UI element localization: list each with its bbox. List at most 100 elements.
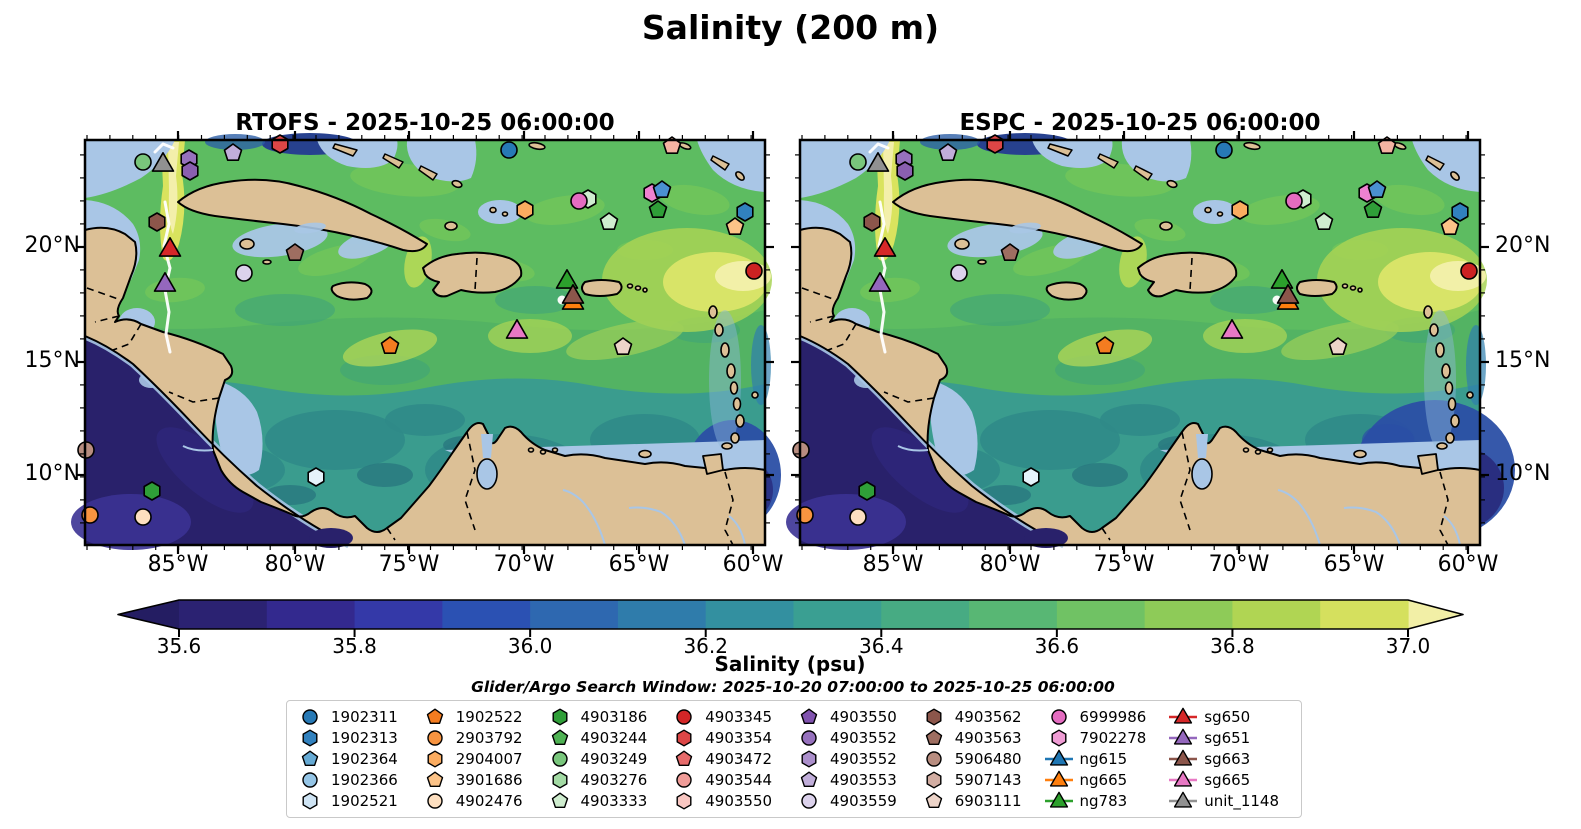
pentagon-marker-icon [426,771,443,787]
legend-label: 1902311 [331,708,398,727]
legend-label: 4903354 [705,729,773,748]
pentagon-marker-icon [676,750,693,766]
legend-item-4903276: 4903276 [545,769,670,790]
legend-label: sg651 [1204,729,1251,748]
legend-item-1902364: 1902364 [295,749,420,770]
legend-label: 4903559 [830,791,897,810]
legend-label: 1902313 [331,729,398,748]
legend-label: 1902366 [331,770,398,789]
colorbar-tick-label: 35.6 [156,634,202,658]
legend-label: 6903111 [954,791,1022,810]
legend-column: 6999986 7902278 ng615 ng665 ng783 [1044,707,1169,811]
hexagon-marker-icon [1050,729,1066,747]
legend-label: 5907143 [954,770,1022,789]
x-tick-label: 80°W [979,552,1041,577]
colorbar-label: Salinity (psu) [714,652,866,676]
legend-label: 4903186 [580,708,648,727]
glider-triangle-icon [1044,791,1073,808]
legend-item-4903550: 4903550 [669,790,794,811]
x-tick-label: 65°W [1323,552,1385,577]
pentagon-marker-icon [800,771,818,787]
legend-item-unit_1148: unit_1148 [1168,790,1293,811]
legend-label: sg665 [1204,770,1251,789]
legend-item-sg651: sg651 [1168,728,1293,749]
legend-label: 1902364 [331,749,398,768]
circle-marker-icon [427,730,443,746]
legend-item-4903563: 4903563 [919,728,1044,749]
legend-item-sg665: sg665 [1168,769,1293,790]
legend-label: 4903544 [705,770,773,789]
legend-label: 4903553 [830,770,897,789]
legend-column: 4903550 4903552 4903552 4903553 4903559 [794,707,919,811]
legend-label: 4903472 [705,749,773,768]
hexagon-marker-icon [676,729,692,747]
hexagon-marker-icon [801,750,817,768]
legend-column: sg650 sg651 sg663 sg665 unit_1148 [1168,707,1293,811]
circle-marker-icon [427,792,443,809]
colorbar-tick-label: 37.0 [1385,634,1431,658]
legend-item-4903562: 4903562 [919,707,1044,728]
legend-label: 6999986 [1079,708,1147,727]
glider-triangle-icon [1169,770,1198,787]
x-tick-label: 75°W [1093,552,1155,577]
legend-item-ng783: ng783 [1044,790,1169,811]
legend-label: ng615 [1079,749,1128,768]
glider-triangle-icon [1044,749,1073,766]
pentagon-marker-icon [925,792,942,808]
legend-column: 4903186 4903244 4903249 4903276 4903333 [545,707,670,811]
axis-ticks [76,131,774,554]
legend-item-ng665: ng665 [1044,769,1169,790]
legend-label: 2903792 [455,729,523,748]
legend-item-2903792: 2903792 [420,728,545,749]
y-tick-label: 20°N [24,233,80,258]
legend-item-4903552: 4903552 [794,728,919,749]
pentagon-marker-icon [426,708,443,725]
legend-label: 4903550 [830,708,897,727]
legend-item-4903550: 4903550 [794,707,919,728]
map-markers [792,134,1478,526]
legend-item-6999986: 6999986 [1044,707,1169,728]
hexagon-marker-icon [302,792,318,810]
legend-item-3901686: 3901686 [420,769,545,790]
legend-column: 1902522 2903792 2904007 3901686 4902476 [420,707,545,811]
circle-marker-icon [801,730,817,746]
legend-item-1902521: 1902521 [295,790,420,811]
pentagon-marker-icon [551,792,568,808]
x-tick-label: 85°W [147,552,209,577]
x-tick-label: 65°W [608,552,670,577]
legend-item-5906480: 5906480 [919,749,1044,770]
pentagon-marker-icon [301,750,319,766]
legend-label: 2904007 [455,749,523,768]
legend-label: ng783 [1079,791,1128,810]
legend-item-1902313: 1902313 [295,728,420,749]
legend-item-1902311: 1902311 [295,707,420,728]
legend-item-4903472: 4903472 [669,749,794,770]
legend-item-7902278: 7902278 [1044,728,1169,749]
x-tick-label: 60°W [1437,552,1499,577]
legend: 1902311 1902313 1902364 1902366 1902521 19025… [286,700,1302,818]
legend-column: 4903562 4903563 5906480 5907143 6903111 [919,707,1044,811]
legend-label: 1902522 [455,708,523,727]
legend-label: sg650 [1204,708,1251,727]
colorbar [117,599,1464,637]
legend-item-6903111: 6903111 [919,790,1044,811]
hexagon-marker-icon [427,750,443,768]
legend-column: 4903345 4903354 4903472 4903544 4903550 [669,707,794,811]
glider-triangle-icon [1169,707,1198,724]
legend-item-4903244: 4903244 [545,728,670,749]
legend-item-4902476: 4902476 [420,790,545,811]
legend-label: ng665 [1079,770,1128,789]
pentagon-marker-icon [925,729,942,746]
legend-label: sg663 [1204,749,1251,768]
legend-item-4903186: 4903186 [545,707,670,728]
colorbar-tick-label: 36.6 [1034,634,1080,658]
legend-label: 5906480 [954,749,1022,768]
legend-label: unit_1148 [1204,791,1279,810]
colorbar-tick-label: 36.8 [1210,634,1255,658]
legend-label: 3901686 [455,770,523,789]
map-markers [77,134,763,526]
y-tick-label: 20°N [1495,233,1551,258]
y-tick-label: 10°N [24,461,80,486]
legend-label: 4903345 [705,708,773,727]
